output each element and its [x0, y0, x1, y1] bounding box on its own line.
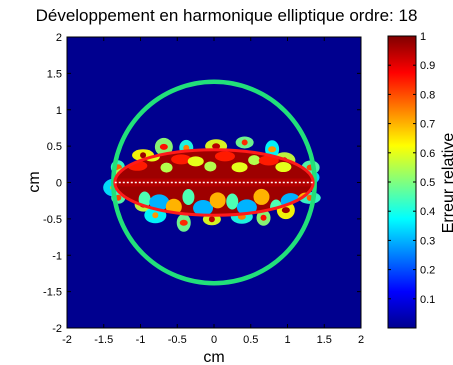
colorbar-tick-label: 0.1	[420, 294, 435, 306]
heatmap-interior-blob	[149, 194, 170, 211]
colorbar-tick-label: 0.2	[420, 265, 435, 277]
colorbar-ticks: 0.1 0.2 0.3 0.4 0.5 0.6 0.7 0.8 0.9 1	[388, 31, 435, 306]
heatmap-interior-blob	[160, 162, 173, 173]
heatmap-center-band	[114, 178, 314, 187]
heatmap-interior-blob	[226, 193, 239, 210]
x-axis-ticks: -2 -1.5 -1 -0.5 0 0.5 1 1.5 2	[62, 37, 364, 346]
heatmap-fringe-core	[179, 219, 188, 226]
y-tick-label: -0.5	[43, 214, 62, 226]
x-tick-label: -1.5	[94, 334, 113, 346]
heatmap-interior-blob	[182, 188, 195, 205]
heatmap-fringe-core	[140, 152, 147, 159]
y-axis-ticks: -2 -1.5 -1 -0.5 0 0.5 1 1.5 2	[43, 32, 361, 335]
x-tick-label: 0	[211, 334, 217, 346]
heatmap-fringe-core	[208, 216, 215, 223]
heatmap-interior-blob	[209, 192, 226, 209]
heatmap-interior-blob	[275, 162, 292, 173]
y-axis-label: cm	[26, 171, 43, 192]
colorbar-tick-label: 0.8	[420, 89, 435, 101]
heatmap-fringe-core	[260, 214, 267, 221]
heatmap-interior-blob	[214, 151, 235, 162]
y-tick-label: -2	[52, 323, 62, 335]
heatmap-interior-blob	[231, 162, 248, 173]
colorbar-tick-label: 0.5	[420, 177, 435, 189]
y-tick-label: 1	[56, 105, 62, 117]
x-tick-label: 1	[284, 334, 290, 346]
overlay-layer	[111, 79, 317, 286]
y-tick-label: 0.5	[47, 141, 62, 153]
colorbar	[387, 35, 417, 329]
colorbar-tick-label: 0.6	[420, 148, 435, 160]
heatmap-fringe-core	[212, 143, 221, 150]
heatmap-fringe-core	[159, 143, 168, 150]
heatmap-interior-blob	[204, 161, 217, 172]
heatmap-interior-blob	[236, 199, 257, 216]
heatmap-fringe-core	[152, 212, 159, 219]
x-axis-label: cm	[203, 349, 224, 365]
x-tick-label: -1	[136, 334, 146, 346]
colorbar-label: Erreur relative	[440, 133, 453, 234]
heatmap-interior-blob	[171, 154, 192, 165]
colorbar-tick-label: 0.7	[420, 119, 435, 131]
colorbar-tick-label: 1	[420, 31, 426, 43]
heatmap-interior-blob	[193, 200, 214, 216]
x-tick-label: 2	[358, 334, 364, 346]
y-tick-label: 1.5	[47, 68, 62, 80]
heatmap-interior-blob	[253, 188, 270, 205]
heatmap-fringe-core	[241, 139, 248, 146]
x-tick-label: -0.5	[168, 334, 187, 346]
colorbar-tick-label: 0.9	[420, 60, 435, 72]
heatmap-interior-blob	[248, 155, 261, 166]
heatmap-interior-blob	[187, 156, 204, 167]
y-tick-label: 0	[56, 178, 62, 190]
y-tick-label: 2	[56, 32, 62, 44]
x-tick-label: 0.5	[243, 334, 258, 346]
colorbar-tick-label: 0.4	[420, 206, 435, 218]
colorbar-tick-label: 0.3	[420, 235, 435, 247]
x-tick-label: -2	[62, 334, 72, 346]
y-tick-label: -1	[52, 250, 62, 262]
heatmap-interior-blob	[258, 155, 279, 166]
x-tick-label: 1.5	[317, 334, 332, 346]
chart-title: Développement en harmonique elliptique o…	[35, 6, 418, 25]
heatmap-fringe-core	[281, 207, 290, 214]
y-tick-label: -1.5	[43, 287, 62, 299]
heatmap-fringe-core	[268, 146, 277, 153]
